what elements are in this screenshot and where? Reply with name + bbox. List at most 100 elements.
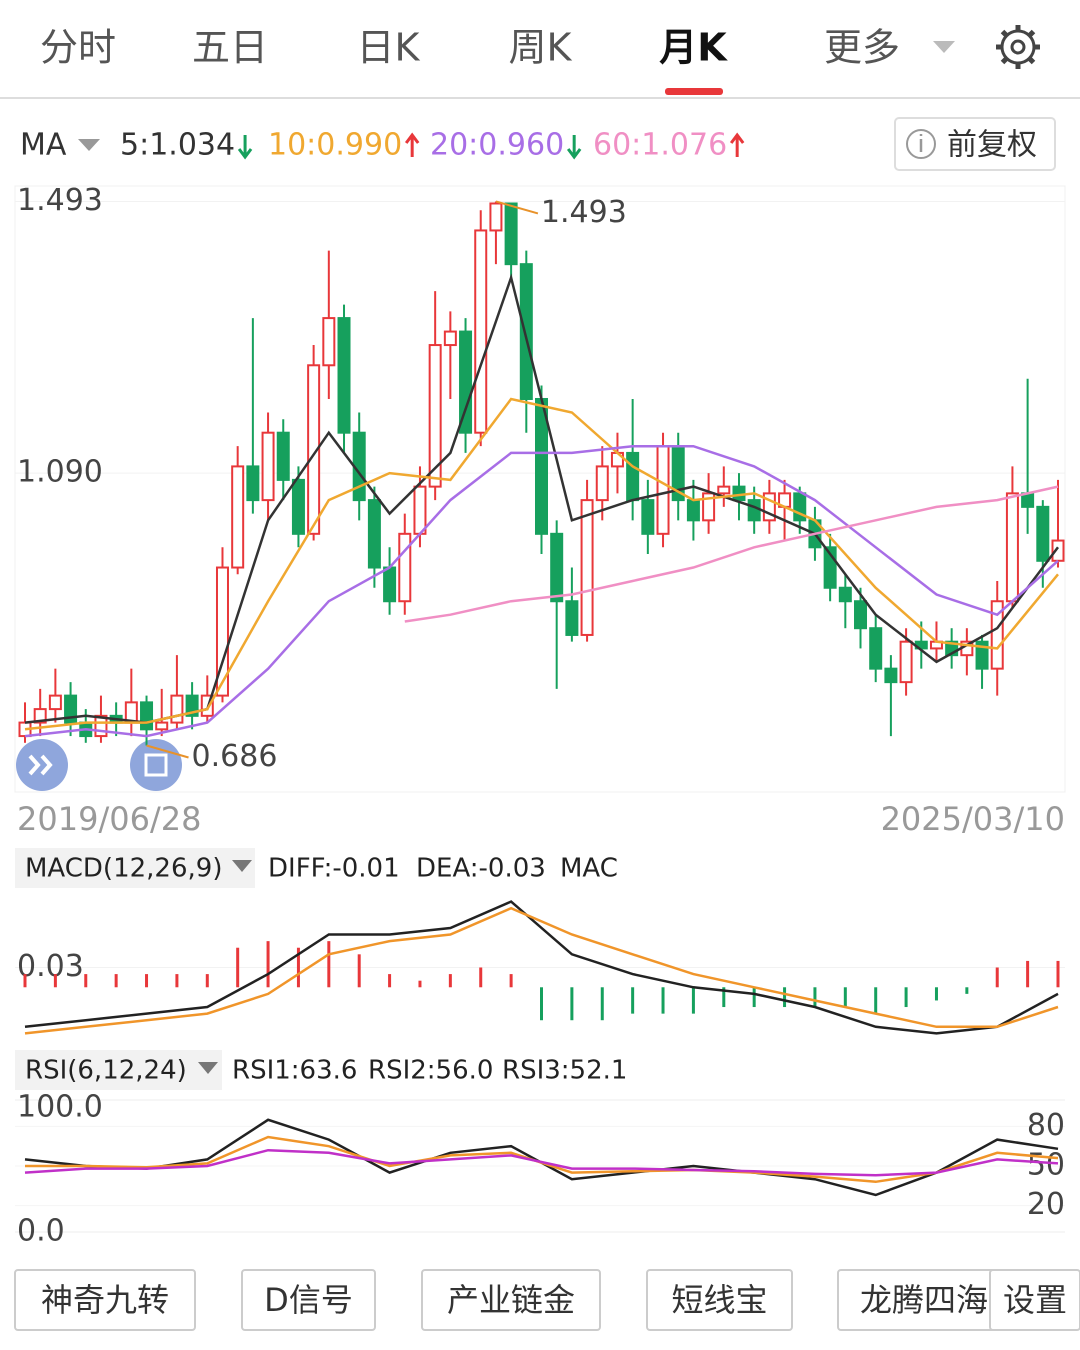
candle-body <box>33 708 47 724</box>
series-line <box>24 444 1059 738</box>
bottom-button[interactable]: 产业链金 <box>421 1269 601 1331</box>
tab[interactable]: 更多 <box>824 26 900 70</box>
candle-body <box>140 701 154 731</box>
candle-body <box>945 640 959 657</box>
tab-bar: 分时 五日 日K 周K 月K 更多 <box>40 26 900 70</box>
gear-teeth <box>996 25 1040 69</box>
candle-body <box>626 451 640 502</box>
annotation-leader <box>495 200 539 215</box>
candle-body <box>565 600 579 636</box>
series-line <box>24 906 1059 1035</box>
candle-body <box>702 492 716 522</box>
settings-gear[interactable] <box>996 25 1040 69</box>
macd-title[interactable]: MACD(12,26,9) <box>25 854 222 884</box>
candle-body <box>990 600 1004 670</box>
bottom-buttons: 神奇九转 D信号 产业链金 短线宝 龙腾四海 <box>14 1269 1011 1331</box>
annotation: 0.686 <box>192 739 278 774</box>
ma-label[interactable]: MA <box>20 128 67 163</box>
x-label: 2019/06/28 <box>17 800 201 838</box>
candle-body <box>717 485 731 495</box>
button-label[interactable]: 产业链金 <box>447 1281 575 1319</box>
series-line <box>24 397 1059 731</box>
expand-icon[interactable] <box>16 739 68 791</box>
candle-body <box>94 714 108 738</box>
legend-entry: RSI1:63.6 <box>232 1056 357 1086</box>
candle-body <box>641 499 655 535</box>
candle-body <box>519 263 533 400</box>
series-line <box>404 485 1059 623</box>
more-arrow <box>933 41 955 53</box>
button-frame <box>241 1269 376 1331</box>
tab[interactable]: 五日 <box>192 26 268 70</box>
legend-entry: MAC <box>560 854 618 884</box>
expand-glyph <box>28 754 53 776</box>
ma-dropdown[interactable] <box>78 139 100 151</box>
candle-body <box>1005 492 1019 603</box>
candle-body <box>747 499 761 522</box>
candle-body <box>489 202 503 232</box>
candle-body <box>686 499 700 522</box>
rsi-selector[interactable] <box>15 1050 222 1090</box>
button-label[interactable]: D信号 <box>264 1281 353 1319</box>
y-tick-label: 0.0 <box>17 1214 65 1249</box>
y2-tick-label: 20 <box>1027 1187 1065 1222</box>
candle-body <box>580 499 594 636</box>
candle-body <box>322 317 336 367</box>
y2-tick-label: 80 <box>1027 1108 1065 1143</box>
candle-body <box>337 317 351 434</box>
tab[interactable]: 日K <box>357 26 421 70</box>
button-label[interactable]: 短线宝 <box>671 1281 767 1319</box>
candle-body <box>291 478 305 535</box>
trend-arrow <box>404 132 420 157</box>
rsi-dropdown[interactable] <box>198 1062 218 1074</box>
candle-body <box>732 485 746 502</box>
candle-body <box>869 627 883 670</box>
candle-body <box>1051 539 1065 562</box>
candle-body <box>838 586 852 603</box>
button-frame <box>989 1269 1080 1331</box>
candle-body <box>48 694 62 711</box>
candle-body <box>276 431 290 481</box>
series-line <box>24 900 1059 1035</box>
bottom-button[interactable]: 龙腾四海 <box>837 1269 1011 1331</box>
rsi-title[interactable]: RSI(6,12,24) <box>25 1056 187 1086</box>
annotation: 1.493 <box>541 195 627 230</box>
button-frame <box>421 1269 601 1331</box>
range-icon[interactable] <box>130 739 182 791</box>
candle-body <box>899 640 913 684</box>
candle-body <box>413 485 427 535</box>
candle-body <box>762 492 776 522</box>
macd-dropdown[interactable] <box>232 860 252 872</box>
y-tick-label: 100.0 <box>17 1090 103 1125</box>
bottom-button[interactable]: 神奇九转 <box>14 1269 196 1331</box>
macd-selector[interactable] <box>15 848 255 888</box>
bottom-button[interactable]: 短线宝 <box>646 1269 793 1331</box>
button-label[interactable]: 神奇九转 <box>41 1281 169 1319</box>
button-label[interactable]: 设置 <box>1003 1281 1067 1319</box>
button-label[interactable]: 龙腾四海 <box>860 1281 988 1319</box>
candle-body <box>656 445 670 535</box>
y-tick-label: 0.03 <box>17 949 84 984</box>
bottom-button[interactable]: 设置 <box>989 1269 1080 1331</box>
tab[interactable]: 分时 <box>40 26 116 70</box>
series-line <box>24 1118 1059 1197</box>
legend-entry: 10:0.990 <box>268 128 402 163</box>
y-tick-label: 1.493 <box>17 183 103 218</box>
trend-arrow <box>566 135 582 160</box>
candle-body <box>246 465 260 502</box>
candle-body <box>428 344 442 488</box>
info-icon <box>906 129 936 159</box>
candle-body <box>504 202 518 266</box>
adjust-label[interactable]: 前复权 <box>947 128 1037 163</box>
candle-body <box>854 600 868 630</box>
adjust-button[interactable] <box>894 117 1056 171</box>
candle-body <box>793 492 807 522</box>
candle-body <box>975 640 989 670</box>
tab[interactable]: 月K <box>659 26 728 70</box>
annotation-leader <box>146 744 189 759</box>
candle-body <box>231 465 245 569</box>
tab-underline <box>665 88 723 95</box>
bottom-button[interactable]: D信号 <box>241 1269 376 1331</box>
legend-entry: RSI2:56.0 <box>368 1056 493 1086</box>
tab[interactable]: 周K <box>509 26 573 70</box>
